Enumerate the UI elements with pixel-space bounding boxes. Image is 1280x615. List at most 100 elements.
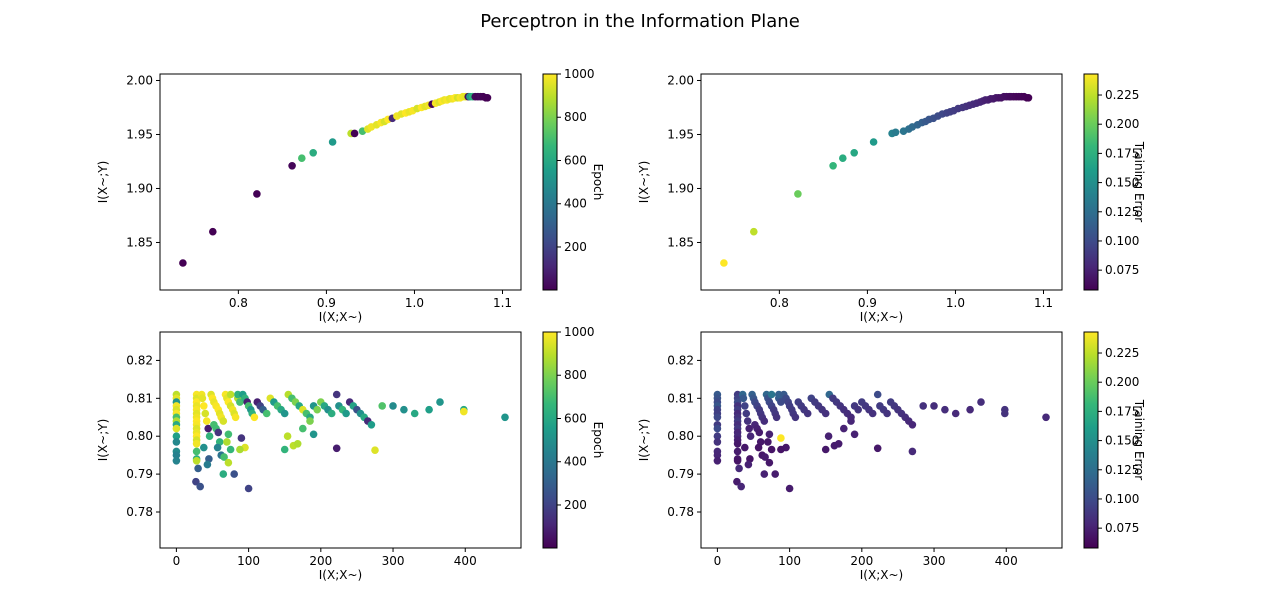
scatter-point xyxy=(713,432,722,441)
scatter-point xyxy=(219,470,228,478)
scatter-point xyxy=(389,402,397,410)
scatter-point xyxy=(794,190,802,198)
axes-frame xyxy=(159,331,522,549)
colorbar-tick-label: 0.225 xyxy=(1105,88,1139,102)
scatter-point xyxy=(306,417,314,425)
axes-frame xyxy=(700,331,1063,549)
y-tick-label: 0.80 xyxy=(126,429,153,443)
colorbar-tick-label: 0.175 xyxy=(1105,146,1139,160)
scatter-point xyxy=(172,438,181,446)
scatter-point xyxy=(371,446,379,455)
scatter-point xyxy=(367,421,376,429)
scatter-point xyxy=(873,390,882,399)
scatter-point xyxy=(764,438,772,446)
scatter-point xyxy=(735,464,743,473)
scatter-point xyxy=(280,445,289,454)
scatter-point xyxy=(741,402,749,410)
scatter-point xyxy=(743,417,752,425)
scatter-point xyxy=(761,453,769,461)
scatter-point xyxy=(342,409,350,418)
y-tick-label: 1.85 xyxy=(126,235,153,249)
scatter-point xyxy=(713,451,722,460)
colorbar-tick-label: 800 xyxy=(564,368,587,382)
colorbar-gradient xyxy=(1083,331,1099,549)
scatter-point xyxy=(224,458,233,467)
scatter-point xyxy=(192,477,200,486)
x-tick-label: 1.0 xyxy=(405,296,424,310)
scatter-point xyxy=(332,444,341,453)
x-tick-label: 1.1 xyxy=(493,296,512,310)
scatter-point xyxy=(908,447,917,456)
scatter-point xyxy=(1001,409,1009,418)
scatter-point xyxy=(744,460,753,469)
scatter-point xyxy=(224,430,233,439)
scatter-point xyxy=(755,428,764,437)
colorbar-tick-label: 0.200 xyxy=(1105,117,1139,131)
scatter-point xyxy=(741,443,749,452)
scatter-point xyxy=(205,455,213,463)
y-tick-label: 1.85 xyxy=(667,235,694,249)
scatter-point xyxy=(951,409,960,418)
x-tick-label: 300 xyxy=(382,554,405,568)
colorbar-tick-label: 0.225 xyxy=(1105,346,1139,360)
plot-area xyxy=(160,74,521,290)
scatter-point xyxy=(309,149,318,157)
scatter-point xyxy=(400,405,408,414)
scatter-point xyxy=(850,430,859,439)
y-tick-label: 0.78 xyxy=(667,505,694,519)
y-tick-label: 0.79 xyxy=(667,467,694,481)
colorbar-gradient xyxy=(542,331,558,549)
scatter-point xyxy=(847,417,855,425)
figure-title: Perceptron in the Information Plane xyxy=(480,11,800,32)
y-tick-label: 2.00 xyxy=(126,73,153,87)
x-tick-label: 0 xyxy=(173,554,181,568)
scatter-point xyxy=(237,434,246,442)
scatter-point xyxy=(750,227,758,236)
scatter-point xyxy=(869,138,878,146)
scatter-point xyxy=(765,458,774,467)
y-tick-label: 1.95 xyxy=(126,127,153,141)
scatter-point xyxy=(309,430,318,439)
scatter-point xyxy=(172,424,181,433)
scatter-point xyxy=(908,421,917,429)
scatter-point xyxy=(737,482,745,491)
scatter-point xyxy=(172,451,181,460)
scatter-point xyxy=(209,227,217,236)
colorbar-tick-label: 1000 xyxy=(564,325,595,339)
scatter-point xyxy=(262,409,271,418)
scatter-point xyxy=(198,394,207,403)
scatter-point xyxy=(350,129,359,138)
colorbar-tick-label: 0.175 xyxy=(1105,404,1139,418)
scatter-point xyxy=(720,259,728,267)
scatter-point xyxy=(192,457,201,465)
scatter-point xyxy=(313,405,322,414)
subplot-bottom-left: 0 100 200 300 400 0.78 0.79 0.80 0.81 0.82 I(X;X~)… xyxy=(96,325,605,582)
scatter-point xyxy=(767,390,776,399)
scatter-point xyxy=(742,409,751,418)
x-tick-label: 400 xyxy=(995,554,1018,568)
x-tick-label: 0.9 xyxy=(317,296,336,310)
scatter-point xyxy=(425,405,433,414)
colorbar-tick-label: 0.100 xyxy=(1105,492,1139,506)
scatter-point xyxy=(821,445,830,454)
scatter-point xyxy=(253,190,261,198)
y-tick-label: 1.95 xyxy=(667,127,694,141)
scatter-point xyxy=(754,443,763,452)
scatter-point xyxy=(883,409,891,418)
scatter-point xyxy=(327,409,336,418)
scatter-point xyxy=(966,405,974,414)
scatter-point xyxy=(244,484,253,493)
scatter-point xyxy=(765,430,774,439)
x-axis-label: I(X;X~) xyxy=(860,310,903,324)
scatter-point xyxy=(194,464,202,473)
x-tick-label: 0.8 xyxy=(770,296,789,310)
scatter-point xyxy=(179,259,187,267)
colorbar-tick-label: 1000 xyxy=(564,67,595,81)
subplot-grid: 0.8 0.9 1.0 1.1 1.85 1.90 1.95 2.00 I(X;X~) I(X~;… xyxy=(96,67,1146,582)
scatter-point xyxy=(785,484,794,493)
scatter-point xyxy=(205,432,214,441)
colorbar-tick-label: 0.150 xyxy=(1105,176,1139,190)
scatter-point xyxy=(850,149,858,157)
scatter-point xyxy=(977,398,985,406)
